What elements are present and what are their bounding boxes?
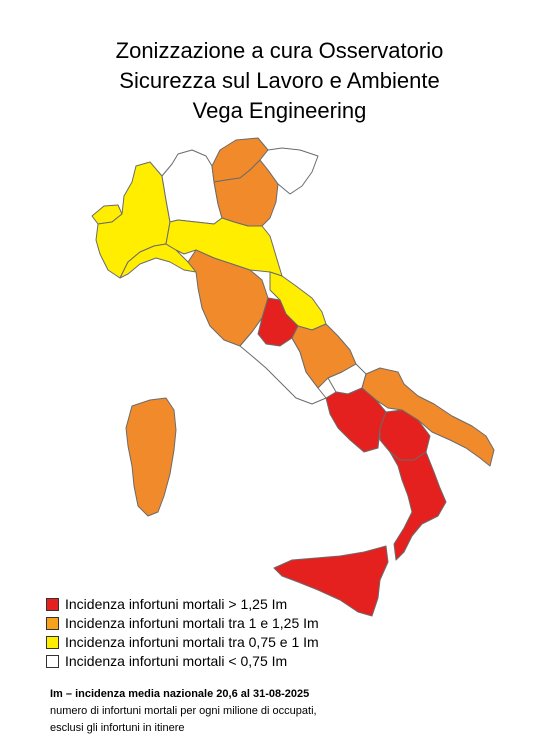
title-line-2: Sicurezza sul Lavoro e Ambiente	[119, 68, 440, 93]
map-title: Zonizzazione a cura Osservatorio Sicurez…	[0, 36, 559, 126]
legend-item-orange: Incidenza infortuni mortali tra 1 e 1,25…	[46, 614, 426, 633]
region-sardegna	[125, 397, 177, 517]
footnote-line-3: esclusi gli infortuni in itinere	[50, 722, 185, 734]
legend-label-orange: Incidenza infortuni mortali tra 1 e 1,25…	[65, 615, 319, 631]
legend-swatch-white	[46, 655, 59, 668]
region-calabria	[389, 451, 447, 561]
region-friuli	[259, 147, 319, 195]
legend-item-yellow: Incidenza infortuni mortali tra 0,75 e 1…	[46, 633, 426, 652]
legend-label-yellow: Incidenza infortuni mortali tra 0,75 e 1…	[65, 634, 319, 650]
footnote-line-2: numero di infortuni mortali per ogni mil…	[50, 705, 317, 717]
region-lombardia	[161, 149, 223, 225]
legend-swatch-orange	[46, 617, 59, 630]
legend-item-white: Incidenza infortuni mortali < 0,75 Im	[46, 652, 426, 671]
region-puglia	[361, 367, 495, 467]
legend-item-red: Incidenza infortuni mortali > 1,25 Im	[46, 595, 426, 614]
legend-label-white: Incidenza infortuni mortali < 0,75 Im	[65, 653, 288, 669]
title-line-3: Vega Engineering	[192, 98, 367, 123]
title-line-1: Zonizzazione a cura Osservatorio	[115, 38, 444, 63]
region-sicilia	[273, 545, 389, 617]
footnote-line-1: Im – incidenza media nazionale 20,6 al 3…	[50, 688, 310, 700]
legend-label-red: Incidenza infortuni mortali > 1,25 Im	[65, 596, 288, 612]
legend-swatch-red	[46, 598, 59, 611]
legend-swatch-yellow	[46, 636, 59, 649]
map-legend: Incidenza infortuni mortali > 1,25 Im In…	[46, 595, 426, 671]
region-emilia-romagna	[165, 217, 283, 277]
footnote: Im – incidenza media nazionale 20,6 al 3…	[50, 686, 530, 737]
